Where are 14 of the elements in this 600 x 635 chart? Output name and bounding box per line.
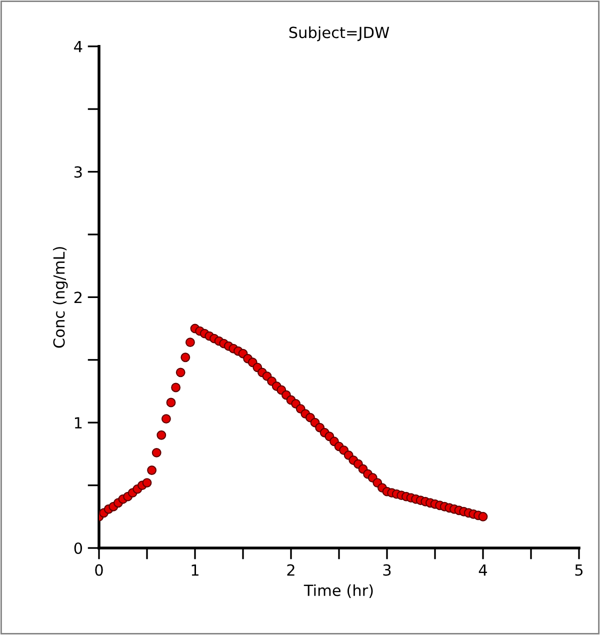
y-tick-label: 4 — [74, 41, 82, 52]
x-tick-label: 2 — [287, 564, 294, 576]
x-tick-label: 3 — [383, 564, 391, 576]
y-tick-label: 0 — [74, 542, 82, 554]
y-tick-label: 1 — [74, 417, 82, 428]
chart-title: Subject=JDW — [289, 26, 390, 42]
x-tick-label: 4 — [478, 564, 488, 576]
x-tick-label: 0 — [95, 564, 103, 576]
y-tick-label: 3 — [74, 166, 82, 178]
x-axis-title: Time (hr) — [304, 584, 373, 598]
y-axis-title: Conc (ng/mL) — [52, 247, 68, 348]
x-tick-label: 1 — [192, 564, 198, 576]
y-tick-label: 2 — [74, 292, 82, 303]
x-tick-label: 5 — [575, 564, 583, 576]
